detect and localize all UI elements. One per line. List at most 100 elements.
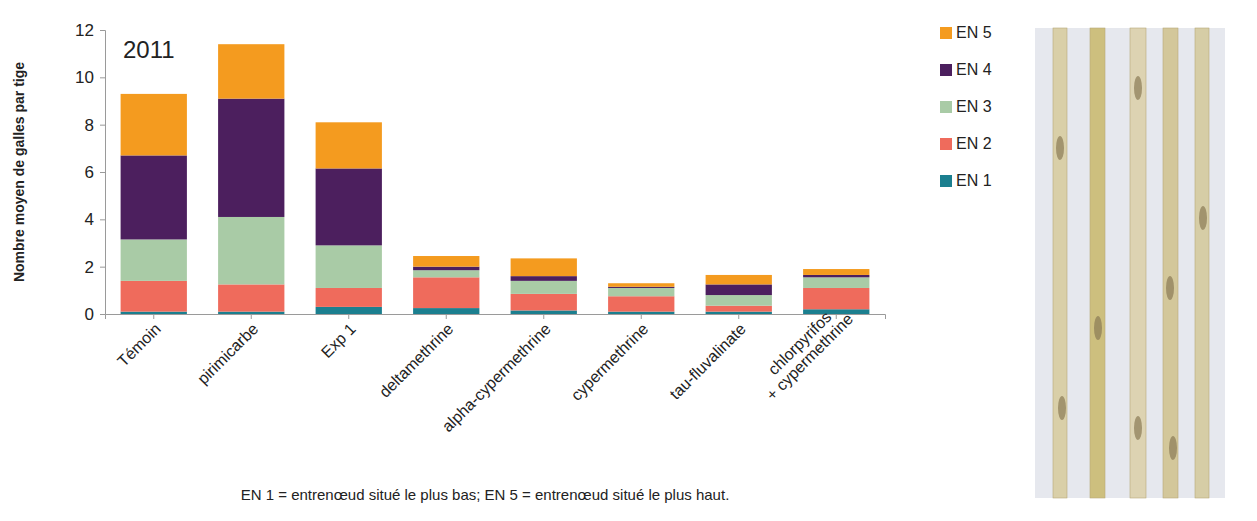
y-axis: 0 2 4 6 8 10 12 [75,21,105,324]
legend-label: EN 1 [956,172,992,189]
photo-gall [1134,416,1142,440]
tick-mark [153,314,154,319]
tick-mark [100,77,105,78]
bar-segment [413,256,479,267]
bar-segment [413,308,479,314]
annotation: EN 1 = entrenœud situé le plus bas; EN 5… [241,486,730,503]
bar-segment [121,281,187,312]
tick-mark [100,267,105,268]
tick-label: alpha-cypermethrine [439,320,554,435]
tick: chlorpyrifos+ cypermethrine [751,298,856,403]
title: 2011 [123,36,175,63]
tick-label: 10 [75,68,94,87]
legend-item: EN 2 [940,135,992,152]
bar-segment [706,275,772,284]
bar-segment [413,270,479,277]
tick: 10 [75,68,105,87]
bar-segment [608,283,674,287]
photo [1035,28,1225,498]
tick-mark [251,314,252,319]
photo-stem [1195,28,1209,498]
bar-segment [316,288,382,307]
photo-stem [1053,28,1067,498]
tick-label: pirimicarbe [194,320,261,387]
tick: cypermethrine [568,314,652,404]
tick: 4 [85,210,105,229]
legend-swatch [940,64,952,76]
photo-stem [1163,28,1178,498]
bar-segment [218,99,284,217]
tick-mark [100,30,105,31]
tick-label: tau-fluvalinate [666,320,749,403]
tick-mark [100,125,105,126]
legend-label: EN 5 [956,24,992,41]
photo-stem [1090,28,1105,498]
bar-segment [511,258,577,276]
tick-mark [100,219,105,220]
tick-label: Exp 1 [318,320,359,361]
tick: pirimicarbe [194,314,261,387]
tick-label: 12 [75,21,94,40]
photo-background [1035,28,1225,498]
tick-label: deltamethrine [376,320,457,401]
tick-label: Témoin [114,320,164,370]
tick-mark [543,314,544,319]
series [121,44,870,287]
bar-segment [706,306,772,312]
series [121,99,870,295]
chart: 0 2 4 6 8 10 12 Témoin pirimicarbe Exp 1 deltameth… [0,0,1257,521]
photo-gall [1199,206,1207,230]
tick-label: 6 [85,163,94,182]
bar-segment [316,245,382,288]
legend-item: EN 1 [940,172,992,189]
photo-gall [1134,76,1142,100]
bar-segment [803,275,869,277]
series [121,217,870,306]
bar-segment [511,281,577,294]
bars [121,44,870,314]
tick: alpha-cypermethrine [439,314,554,435]
tick: tau-fluvalinate [666,314,749,403]
bar-segment [316,122,382,168]
tick-mark [100,314,105,315]
photo-gall [1056,136,1064,160]
bar-segment [706,295,772,306]
legend-swatch [940,175,952,187]
bar-segment [608,312,674,314]
bar-segment [413,277,479,308]
tick: deltamethrine [376,314,457,401]
tick-label: 2 [85,258,94,277]
bar-segment [608,288,674,296]
bar-segment [121,155,187,239]
bar-segment [121,94,187,156]
legend-item: EN 4 [940,61,992,78]
legend-label: EN 3 [956,98,992,115]
tick: 2 [85,258,105,277]
legend-swatch [940,138,952,150]
tick-mark [641,314,642,319]
tick-mark [446,314,447,319]
bar-segment [706,312,772,314]
axis-line [100,31,106,315]
plot: 0 2 4 6 8 10 12 Témoin pirimicarbe Exp 1 deltameth… [75,21,885,435]
legend: EN 5 EN 4 EN 3 EN 2 EN 1 [940,24,992,189]
photo-gall [1166,276,1174,300]
bar-segment [121,239,187,280]
bar-segment [803,309,869,314]
axis-title: Nombre moyen de galles par tige [11,62,27,282]
legend-item: EN 5 [940,24,992,41]
tick: 0 [85,305,105,324]
bar-segment [316,168,382,245]
tick-mark [348,314,349,319]
tick-label: chlorpyrifos+ cypermethrine [751,298,856,403]
bar-segment [608,287,674,288]
tick-label: 0 [85,305,94,324]
tick: 8 [85,116,105,135]
bar-segment [413,267,479,271]
bar-segment [316,307,382,314]
tick: Témoin [114,314,164,370]
bar-segment [706,284,772,295]
bar-segment [218,284,284,311]
bar-segment [511,294,577,311]
legend-swatch [940,27,952,39]
